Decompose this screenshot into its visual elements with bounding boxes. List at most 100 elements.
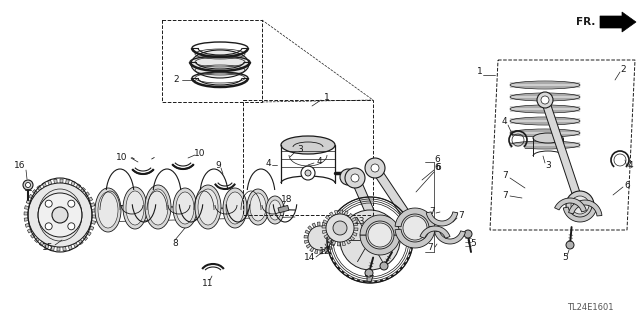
Circle shape: [52, 207, 68, 223]
Polygon shape: [48, 180, 52, 185]
Text: 4: 4: [265, 159, 271, 167]
Text: 15: 15: [42, 243, 54, 253]
Polygon shape: [78, 240, 83, 244]
Polygon shape: [320, 250, 323, 254]
Text: 13: 13: [355, 218, 365, 226]
Polygon shape: [29, 194, 34, 199]
Text: 4: 4: [316, 158, 322, 167]
Polygon shape: [420, 226, 450, 238]
Polygon shape: [332, 241, 335, 245]
Polygon shape: [360, 235, 400, 255]
Polygon shape: [24, 218, 29, 221]
Circle shape: [403, 216, 427, 240]
Circle shape: [371, 164, 379, 172]
Circle shape: [362, 232, 378, 248]
Ellipse shape: [281, 136, 335, 154]
Circle shape: [368, 223, 392, 247]
Polygon shape: [322, 222, 326, 227]
Polygon shape: [332, 233, 336, 236]
Polygon shape: [90, 203, 95, 207]
Ellipse shape: [226, 192, 244, 224]
Circle shape: [365, 269, 373, 277]
Polygon shape: [308, 226, 312, 230]
Polygon shape: [65, 180, 69, 184]
Text: 7: 7: [458, 211, 464, 219]
Circle shape: [365, 158, 385, 178]
Circle shape: [366, 236, 374, 244]
Text: TL24E1601: TL24E1601: [567, 303, 613, 313]
Polygon shape: [42, 182, 47, 187]
Polygon shape: [25, 223, 30, 227]
Polygon shape: [314, 249, 318, 254]
Text: 4: 4: [627, 160, 633, 169]
Text: 6: 6: [624, 181, 630, 189]
Polygon shape: [348, 213, 353, 218]
Polygon shape: [71, 181, 76, 186]
Polygon shape: [435, 231, 465, 244]
Text: 3: 3: [545, 161, 551, 170]
Polygon shape: [371, 166, 419, 231]
Circle shape: [301, 166, 315, 180]
Text: 10: 10: [116, 153, 128, 162]
Polygon shape: [26, 200, 31, 204]
Circle shape: [380, 262, 388, 270]
Polygon shape: [324, 249, 328, 253]
Text: 4: 4: [501, 117, 507, 127]
Text: 1: 1: [477, 68, 483, 77]
Circle shape: [45, 200, 52, 207]
Polygon shape: [31, 234, 35, 238]
Polygon shape: [76, 184, 81, 189]
Polygon shape: [328, 246, 332, 250]
Ellipse shape: [195, 185, 221, 229]
Circle shape: [340, 169, 356, 185]
Polygon shape: [35, 238, 40, 242]
Polygon shape: [88, 197, 93, 202]
Polygon shape: [335, 210, 338, 215]
Polygon shape: [323, 220, 328, 224]
Text: FR.: FR.: [575, 17, 595, 27]
Polygon shape: [340, 210, 343, 214]
Ellipse shape: [123, 187, 147, 229]
Circle shape: [537, 92, 553, 108]
Polygon shape: [555, 198, 586, 212]
Polygon shape: [81, 188, 86, 192]
Circle shape: [464, 230, 472, 238]
Polygon shape: [84, 192, 90, 197]
Polygon shape: [337, 242, 340, 246]
Polygon shape: [24, 206, 29, 210]
Polygon shape: [304, 235, 308, 238]
Polygon shape: [395, 229, 435, 248]
Ellipse shape: [98, 192, 118, 228]
Polygon shape: [37, 186, 42, 190]
Text: 2: 2: [620, 65, 626, 75]
Polygon shape: [45, 244, 49, 249]
Ellipse shape: [145, 185, 171, 229]
Text: 5: 5: [562, 254, 568, 263]
Polygon shape: [327, 238, 332, 242]
Text: 17: 17: [364, 276, 376, 285]
Circle shape: [340, 210, 400, 270]
Polygon shape: [68, 245, 72, 250]
Polygon shape: [92, 215, 96, 218]
Polygon shape: [74, 243, 78, 248]
Polygon shape: [91, 220, 95, 224]
Polygon shape: [312, 223, 316, 228]
Text: 18: 18: [281, 196, 292, 204]
Polygon shape: [83, 235, 88, 241]
Polygon shape: [568, 200, 602, 216]
Polygon shape: [350, 236, 355, 241]
Polygon shape: [89, 226, 94, 230]
Text: 12: 12: [319, 248, 331, 256]
Bar: [243, 100, 373, 215]
Polygon shape: [353, 222, 358, 226]
Ellipse shape: [269, 200, 281, 220]
Text: 8: 8: [172, 239, 178, 248]
Ellipse shape: [266, 196, 284, 224]
Ellipse shape: [247, 189, 269, 225]
Polygon shape: [351, 176, 384, 237]
Text: 7: 7: [427, 243, 433, 253]
Text: 16: 16: [14, 160, 26, 169]
Polygon shape: [63, 247, 67, 251]
Ellipse shape: [510, 117, 580, 125]
Polygon shape: [329, 228, 334, 232]
